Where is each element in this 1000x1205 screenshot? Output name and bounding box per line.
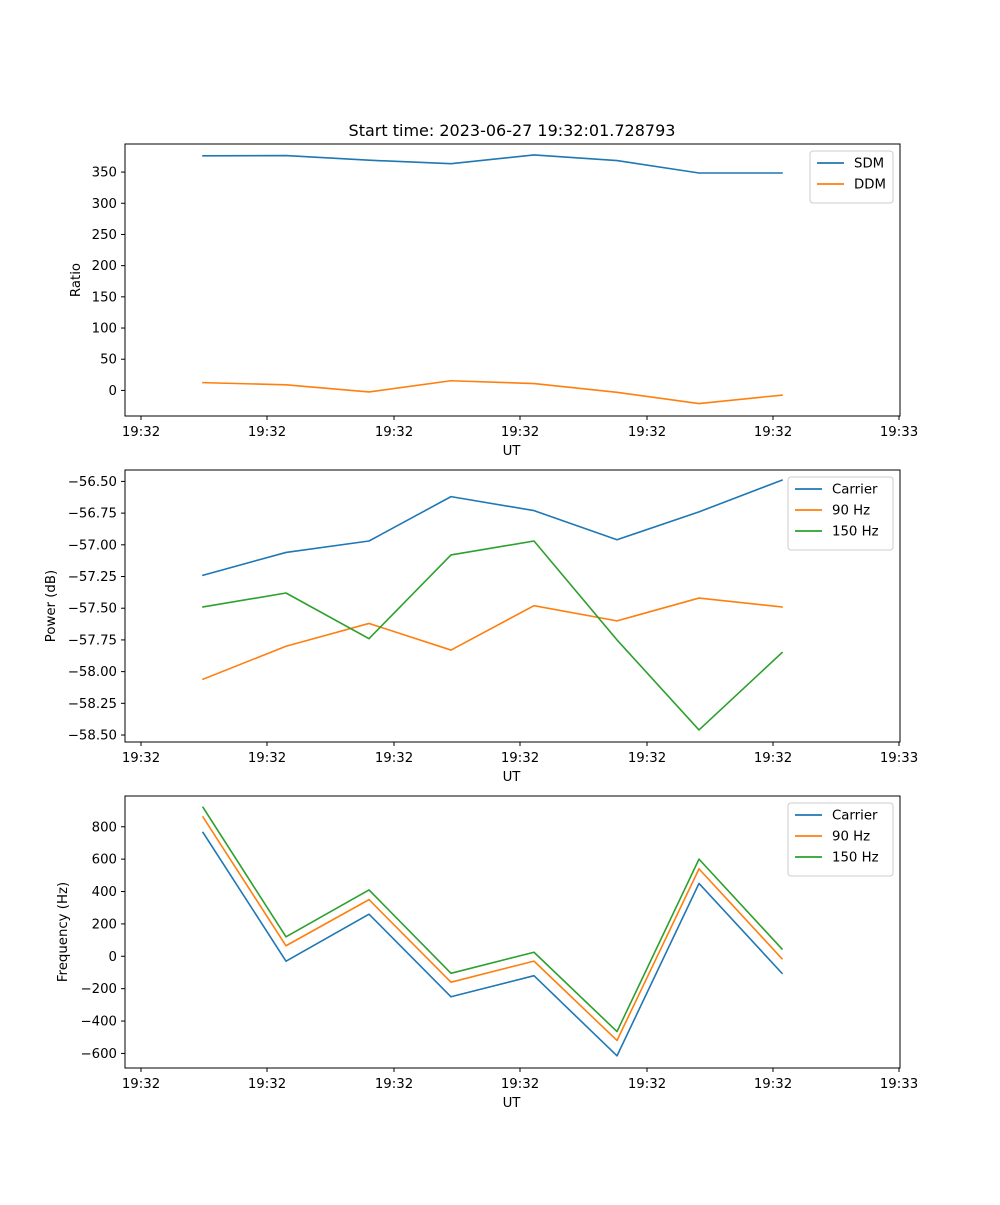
y-tick-label: 300 xyxy=(92,197,117,212)
y-tick-label: 200 xyxy=(92,259,117,274)
series-line-ddm xyxy=(202,379,783,405)
chart-panel-1: 19:32 19:32 19:32 19:32 19:32 19:32 19:33 0 50 10… xyxy=(69,143,918,459)
axes-frame xyxy=(124,469,901,743)
x-tick-label: 19:32 xyxy=(628,751,666,766)
y-tick-label: −57.25 xyxy=(68,570,117,585)
x-tick-label: 19:32 xyxy=(501,425,539,440)
y-tick-label: 0 xyxy=(109,384,117,399)
series-line-90-hz xyxy=(201,815,784,1042)
x-tick-label: 19:32 xyxy=(628,425,666,440)
axes-frame xyxy=(124,143,901,417)
x-tick-label: 19:32 xyxy=(375,751,413,766)
y-tick-label: 50 xyxy=(100,353,117,368)
x-tick-label: 19:32 xyxy=(754,1077,792,1092)
x-tick-label: 19:32 xyxy=(501,751,539,766)
legend: Carrier 90 Hz 150 Hz xyxy=(787,476,894,551)
x-tick-label: 19:32 xyxy=(375,1077,413,1092)
chart-panel-2: 19:32 19:32 19:32 19:32 19:32 19:32 19:33 −58.5… xyxy=(44,469,918,785)
axes-frame xyxy=(124,795,901,1069)
y-tick-label: −600 xyxy=(80,1047,117,1062)
x-tick-label: 19:33 xyxy=(880,1077,918,1092)
x-axis-label: UT xyxy=(503,444,522,459)
series-line-carrier xyxy=(202,479,784,577)
y-tick-label: 0 xyxy=(109,950,117,965)
y-axis-label: Frequency (Hz) xyxy=(56,882,71,982)
series-line-150-hz xyxy=(202,540,784,731)
y-tick-label: 400 xyxy=(92,885,117,900)
x-axis-label: UT xyxy=(503,1096,522,1111)
y-tick-label: 150 xyxy=(92,290,117,305)
y-tick-label: −57.75 xyxy=(68,633,117,648)
legend-entry: DDM xyxy=(854,178,886,193)
y-tick-label: −56.50 xyxy=(68,475,117,490)
y-tick-label: 800 xyxy=(92,820,117,835)
y-tick-label: 200 xyxy=(92,917,117,932)
legend-entry: Carrier xyxy=(832,809,878,824)
y-tick-label: 250 xyxy=(92,228,117,243)
x-tick-label: 19:32 xyxy=(122,425,160,440)
x-tick-label: 19:32 xyxy=(248,751,286,766)
x-tick-label: 19:32 xyxy=(248,425,286,440)
series-line-150-hz xyxy=(201,806,784,1033)
y-tick-label: 600 xyxy=(92,853,117,868)
y-tick-label: −58.00 xyxy=(68,665,117,680)
y-tick-label: 100 xyxy=(92,322,117,337)
y-tick-label: −58.25 xyxy=(68,697,117,712)
y-axis-label: Power (dB) xyxy=(44,570,59,642)
series-line-carrier xyxy=(201,831,784,1057)
x-tick-label: 19:32 xyxy=(628,1077,666,1092)
y-tick-label: −58.50 xyxy=(68,729,117,744)
x-tick-label: 19:32 xyxy=(122,1077,160,1092)
figure-title: Start time: 2023-06-27 19:32:01.728793 xyxy=(349,121,676,140)
legend-entry: 150 Hz xyxy=(832,851,879,866)
x-tick-label: 19:32 xyxy=(122,751,160,766)
y-tick-label: −200 xyxy=(80,982,117,997)
x-axis-label: UT xyxy=(503,770,522,785)
x-tick-label: 19:32 xyxy=(501,1077,539,1092)
legend-entry: 90 Hz xyxy=(832,504,870,519)
legend-entry: 90 Hz xyxy=(832,830,870,845)
legend-entry: Carrier xyxy=(832,483,878,498)
x-tick-label: 19:33 xyxy=(880,751,918,766)
legend-entry: SDM xyxy=(854,157,884,172)
y-tick-label: −400 xyxy=(80,1015,117,1030)
legend-box xyxy=(809,150,894,204)
x-tick-label: 19:32 xyxy=(754,751,792,766)
series-line-sdm xyxy=(202,154,783,174)
x-tick-label: 19:32 xyxy=(754,425,792,440)
legend-entry: 150 Hz xyxy=(832,525,879,540)
chart-panel-3: 19:32 19:32 19:32 19:32 19:32 19:32 19:33 −600 −… xyxy=(56,795,918,1111)
y-axis-label: Ratio xyxy=(69,263,84,297)
y-tick-label: −56.75 xyxy=(68,507,117,522)
y-tick-label: −57.00 xyxy=(68,538,117,553)
legend: Carrier 90 Hz 150 Hz xyxy=(787,802,894,877)
series-line-90-hz xyxy=(201,597,783,681)
legend: SDM DDM xyxy=(809,150,894,204)
y-tick-label: −57.50 xyxy=(68,602,117,617)
x-tick-label: 19:32 xyxy=(375,425,413,440)
x-tick-label: 19:32 xyxy=(248,1077,286,1092)
x-tick-label: 19:33 xyxy=(880,425,918,440)
y-tick-label: 350 xyxy=(92,166,117,181)
